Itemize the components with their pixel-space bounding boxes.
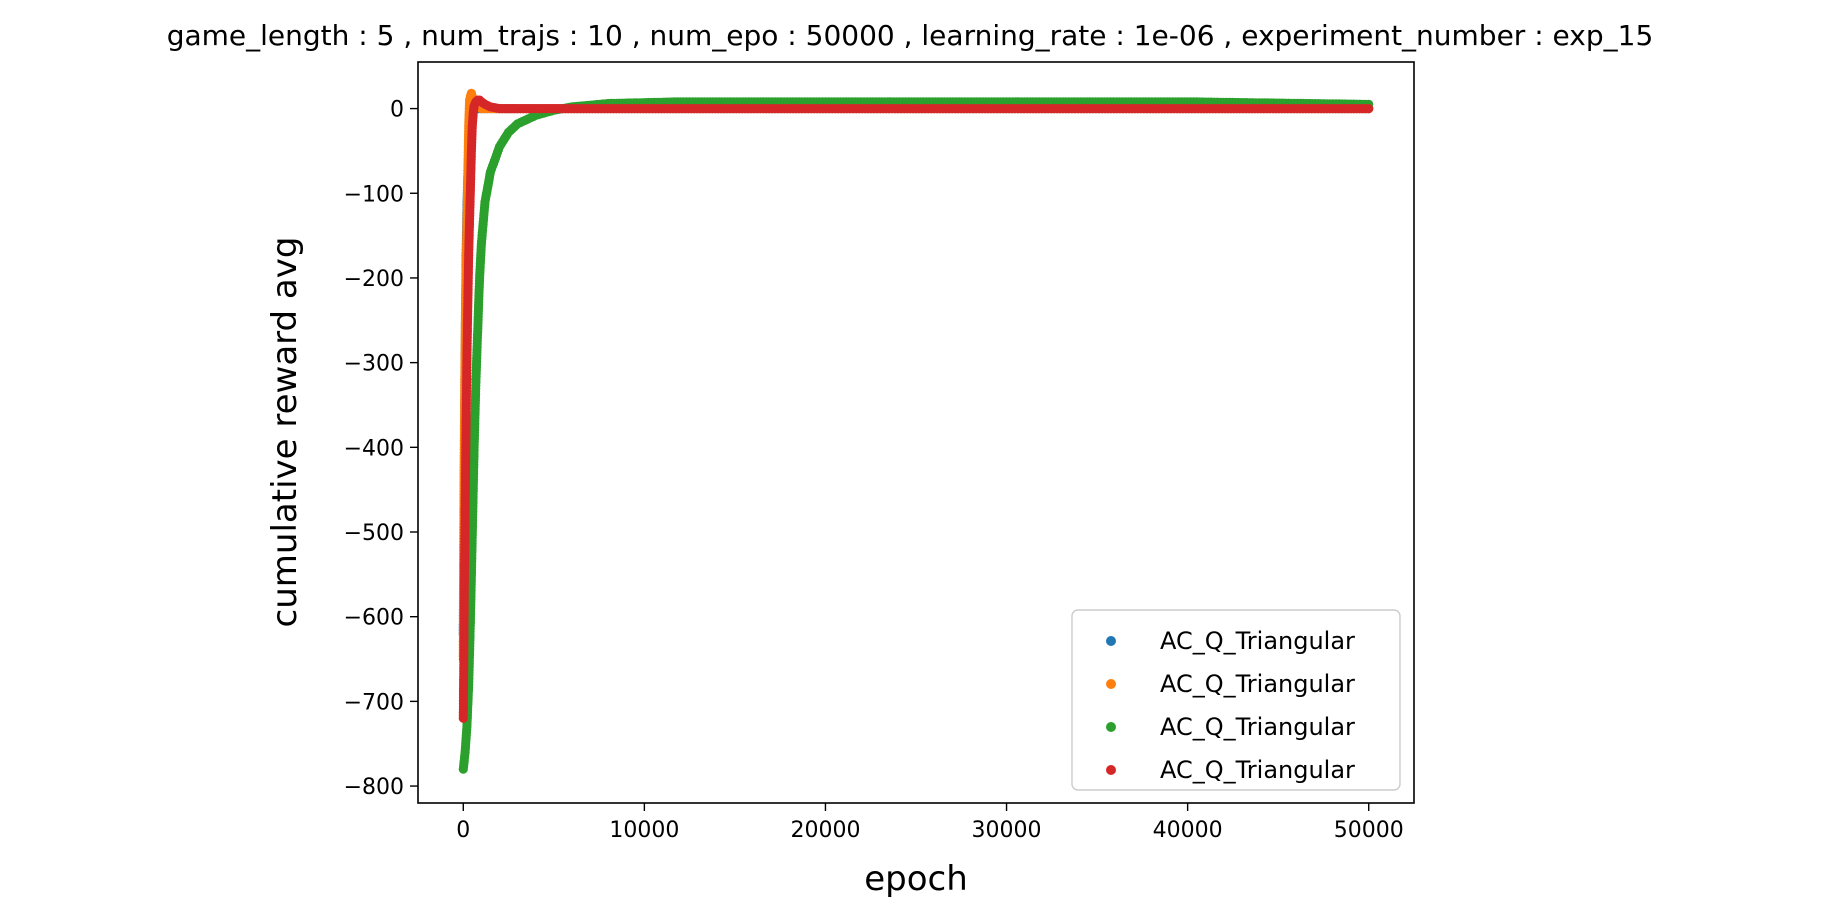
x-tick-label: 20000 bbox=[790, 818, 860, 843]
data-point bbox=[1364, 104, 1374, 114]
legend: AC_Q_Triangular AC_Q_Triangular AC_Q_Trian… bbox=[1071, 609, 1401, 791]
legend-label: AC_Q_Triangular bbox=[1160, 670, 1355, 698]
y-tick-label: −100 bbox=[344, 182, 404, 207]
x-tick-label: 10000 bbox=[609, 818, 679, 843]
legend-label: AC_Q_Triangular bbox=[1160, 627, 1355, 655]
y-axis-label: cumulative reward avg bbox=[265, 237, 305, 628]
plot-frame bbox=[417, 61, 1415, 804]
plot-area bbox=[458, 88, 1374, 774]
y-tick-label: 0 bbox=[390, 98, 404, 123]
legend-label: AC_Q_Triangular bbox=[1160, 713, 1355, 741]
y-axis: 0 −100 −200 −300 −400 −500 −600 −700 −800 bbox=[344, 98, 418, 800]
series-2 bbox=[458, 88, 1374, 664]
x-tick-label: 40000 bbox=[1153, 818, 1223, 843]
legend-frame bbox=[1071, 609, 1401, 791]
y-tick-label: −300 bbox=[344, 352, 404, 377]
y-tick-label: −600 bbox=[344, 606, 404, 631]
x-tick-label: 30000 bbox=[972, 818, 1042, 843]
y-tick-label: −200 bbox=[344, 267, 404, 292]
y-tick-label: −500 bbox=[344, 521, 404, 546]
legend-marker bbox=[1106, 636, 1116, 646]
y-tick-label: −400 bbox=[344, 436, 404, 461]
x-axis-label: epoch bbox=[864, 859, 968, 899]
series-1 bbox=[458, 104, 1374, 639]
y-tick-label: −700 bbox=[344, 690, 404, 715]
legend-marker bbox=[1106, 765, 1116, 775]
series-4 bbox=[458, 95, 1374, 723]
x-axis: 0 10000 20000 30000 40000 50000 bbox=[456, 803, 1404, 843]
legend-marker bbox=[1106, 679, 1116, 689]
x-tick-label: 0 bbox=[456, 818, 470, 843]
legend-marker bbox=[1106, 722, 1116, 732]
chart-title: game_length : 5 , num_trajs : 10 , num_e… bbox=[167, 19, 1654, 52]
x-tick-label: 50000 bbox=[1334, 818, 1404, 843]
legend-label: AC_Q_Triangular bbox=[1160, 756, 1355, 784]
y-tick-label: −800 bbox=[344, 775, 404, 800]
